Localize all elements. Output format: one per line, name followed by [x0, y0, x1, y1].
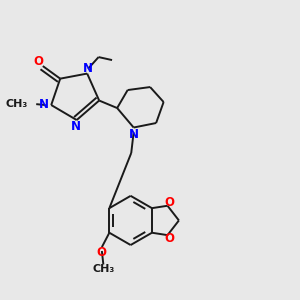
Text: N: N — [129, 128, 139, 141]
Text: N: N — [71, 120, 81, 133]
Text: O: O — [165, 196, 175, 209]
Text: O: O — [97, 246, 106, 259]
Text: N: N — [39, 98, 49, 111]
Text: CH₃: CH₃ — [6, 99, 28, 109]
Text: O: O — [165, 232, 175, 245]
Text: CH₃: CH₃ — [92, 264, 115, 274]
Text: N: N — [83, 62, 93, 75]
Text: O: O — [33, 55, 43, 68]
